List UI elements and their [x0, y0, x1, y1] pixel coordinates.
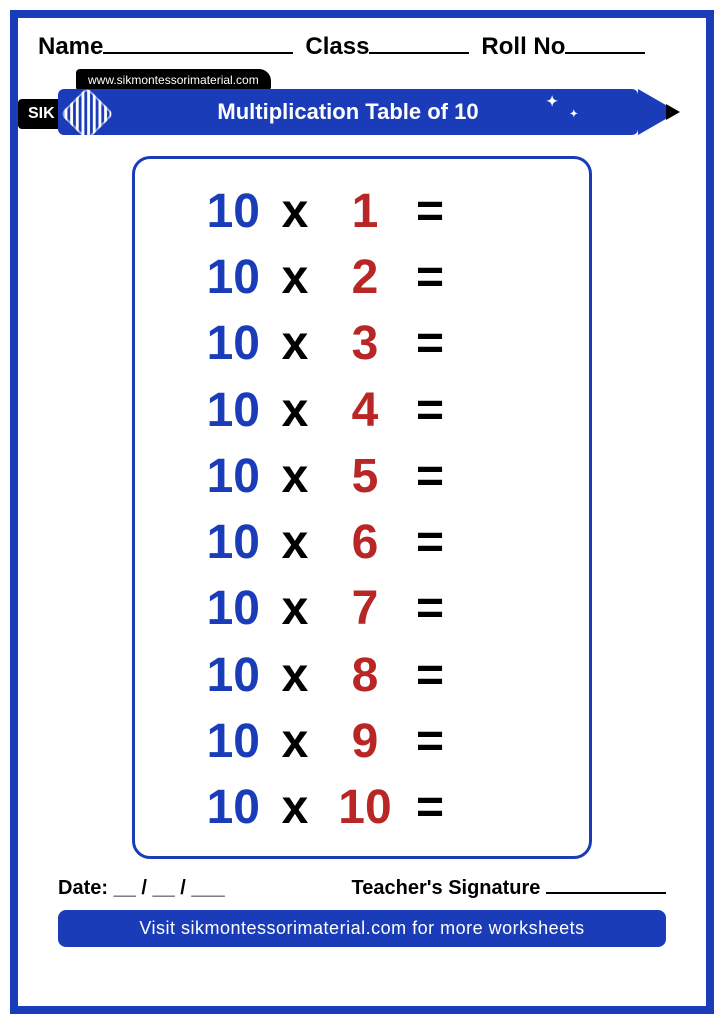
- multiplicand: 10: [185, 311, 260, 377]
- equals-sign: =: [400, 643, 460, 709]
- operator: x: [260, 775, 330, 841]
- multiplier: 1: [330, 179, 400, 245]
- roll-label: Roll No: [481, 33, 565, 61]
- date-field[interactable]: Date: __ / __ / ___: [58, 877, 225, 900]
- signature-label: Teacher's Signature: [352, 877, 541, 899]
- table-row: 10x1=: [185, 179, 559, 245]
- name-label: Name: [38, 33, 103, 61]
- equals-sign: =: [400, 444, 460, 510]
- operator: x: [260, 576, 330, 642]
- multiplicand: 10: [185, 179, 260, 245]
- name-blank-line[interactable]: [103, 52, 293, 54]
- pencil-banner: www.sikmontessorimaterial.com SIK Multip…: [38, 71, 686, 141]
- name-field: Name: [38, 33, 293, 61]
- website-url: www.sikmontessorimaterial.com: [76, 69, 271, 91]
- equals-sign: =: [400, 179, 460, 245]
- multiplier: 8: [330, 643, 400, 709]
- equals-sign: =: [400, 576, 460, 642]
- multiplicand: 10: [185, 245, 260, 311]
- roll-field: Roll No: [481, 33, 645, 61]
- class-label: Class: [305, 33, 369, 61]
- page-content: Name Class Roll No www.sikmontessorimate…: [18, 18, 706, 1006]
- table-row: 10x2=: [185, 245, 559, 311]
- signature-blank-line: [546, 892, 666, 894]
- equals-sign: =: [400, 510, 460, 576]
- operator: x: [260, 444, 330, 510]
- sparkle-icon: ✦: [546, 93, 558, 110]
- multiplier: 7: [330, 576, 400, 642]
- sparkle-icon: ✦: [570, 109, 578, 120]
- multiplier: 3: [330, 311, 400, 377]
- table-row: 10x5=: [185, 444, 559, 510]
- multiplicand: 10: [185, 510, 260, 576]
- equals-sign: =: [400, 775, 460, 841]
- multiplier: 2: [330, 245, 400, 311]
- pencil-body: Multiplication Table of 10 ✦ ✦: [58, 89, 638, 135]
- table-row: 10x8=: [185, 643, 559, 709]
- operator: x: [260, 378, 330, 444]
- class-blank-line[interactable]: [369, 52, 469, 54]
- multiplicand: 10: [185, 576, 260, 642]
- header-fields: Name Class Roll No: [38, 33, 686, 61]
- table-row: 10x3=: [185, 311, 559, 377]
- worksheet-title: Multiplication Table of 10: [217, 99, 478, 125]
- multiplier: 4: [330, 378, 400, 444]
- operator: x: [260, 245, 330, 311]
- pencil-tip-icon: [638, 89, 678, 135]
- equals-sign: =: [400, 311, 460, 377]
- operator: x: [260, 311, 330, 377]
- table-row: 10x10=: [185, 775, 559, 841]
- multiplicand: 10: [185, 775, 260, 841]
- page-border: Name Class Roll No www.sikmontessorimate…: [10, 10, 714, 1014]
- equals-sign: =: [400, 378, 460, 444]
- roll-blank-line[interactable]: [565, 52, 645, 54]
- multiplicand: 10: [185, 643, 260, 709]
- footer-fields: Date: __ / __ / ___ Teacher's Signature: [58, 877, 666, 900]
- multiplier: 5: [330, 444, 400, 510]
- operator: x: [260, 643, 330, 709]
- equals-sign: =: [400, 709, 460, 775]
- table-row: 10x7=: [185, 576, 559, 642]
- multiplicand: 10: [185, 444, 260, 510]
- signature-field[interactable]: Teacher's Signature: [352, 877, 666, 900]
- operator: x: [260, 179, 330, 245]
- multiplication-table: 10x1=10x2=10x3=10x4=10x5=10x6=10x7=10x8=…: [132, 156, 592, 859]
- table-row: 10x9=: [185, 709, 559, 775]
- multiplicand: 10: [185, 378, 260, 444]
- equals-sign: =: [400, 245, 460, 311]
- visit-banner: Visit sikmontessorimaterial.com for more…: [58, 910, 666, 947]
- class-field: Class: [305, 33, 469, 61]
- multiplier: 9: [330, 709, 400, 775]
- table-row: 10x6=: [185, 510, 559, 576]
- multiplier: 10: [330, 775, 400, 841]
- table-row: 10x4=: [185, 378, 559, 444]
- multiplier: 6: [330, 510, 400, 576]
- multiplicand: 10: [185, 709, 260, 775]
- operator: x: [260, 510, 330, 576]
- operator: x: [260, 709, 330, 775]
